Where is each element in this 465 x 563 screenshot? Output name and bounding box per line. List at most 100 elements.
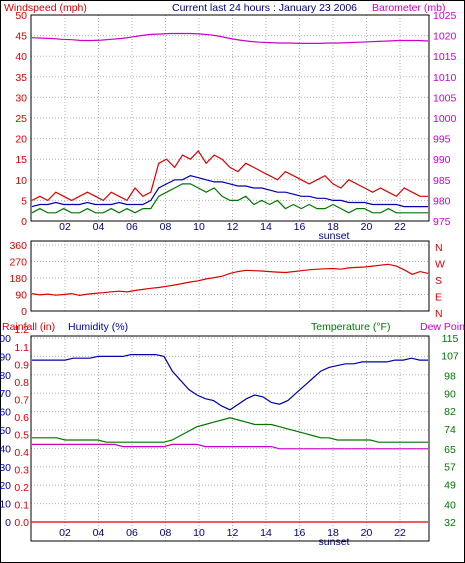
barometer-tick-label: 1000 — [433, 113, 457, 125]
humidity-axis-label: Humidity (%) — [68, 321, 128, 333]
rainfall-axis-label: Rainfall (in) — [2, 321, 55, 333]
direction-panel-series — [31, 263, 429, 297]
x-tick-label: 18 — [327, 221, 339, 233]
direction-panel-border — [30, 240, 430, 312]
x-tick-label: 14 — [260, 527, 272, 539]
temperature-tick-label: 115 — [442, 333, 459, 345]
x-tick-label: 08 — [160, 221, 172, 233]
humidity-tick-label: 30 — [0, 462, 11, 474]
wind-panel-border — [30, 14, 430, 222]
humidity-tick-label: 40 — [0, 443, 11, 455]
rainfall-tick-label: 0.0 — [14, 517, 29, 529]
windspeed-tick-label: 20 — [15, 134, 27, 146]
temperature-tick-label: 32 — [444, 517, 456, 529]
humidity-tick-label: 100 — [0, 333, 11, 345]
barometer-line — [31, 32, 429, 44]
rainfall-tick-label: 0.7 — [14, 394, 29, 406]
rainfall-tick-label: 0.8 — [14, 377, 29, 389]
chart-title: Current last 24 hours : January 23 2006 — [172, 2, 357, 14]
compass-label: N — [435, 242, 443, 254]
windspeed-tick-label: 5 — [21, 195, 27, 207]
gust-line — [31, 150, 428, 202]
rainfall-tick-label: 0.3 — [14, 464, 29, 476]
direction-tick-label: 90 — [15, 290, 27, 302]
humidity-tick-label: 90 — [0, 351, 11, 363]
x-tick-label: 04 — [93, 221, 105, 233]
x-tick-label: 06 — [126, 527, 138, 539]
barometer-tick-label: 1010 — [433, 72, 457, 84]
x-tick-label: 12 — [227, 527, 239, 539]
compass-label: E — [435, 292, 442, 304]
barometer-tick-label: 995 — [433, 134, 451, 146]
temperature-tick-label: 40 — [444, 499, 456, 511]
windspeed-tick-label: 0 — [21, 216, 27, 228]
direction-tick-label: 0 — [21, 306, 27, 318]
barometer-tick-label: 1025 — [433, 10, 457, 22]
climate-panel-axes: 0 10 20 30 40 50 60 70 80 90 100 0.0 0.1 0.2 0.3 0.4 0.5… — [0, 324, 459, 548]
barometer-tick-label: 990 — [433, 154, 451, 166]
rainfall-tick-label: 0.9 — [14, 359, 29, 371]
rainfall-tick-label: 1.2 — [14, 324, 29, 336]
x-tick-label: 22 — [394, 221, 406, 233]
temperature-tick-label: 74 — [444, 424, 456, 436]
barometer-tick-label: 1015 — [433, 51, 457, 63]
sunset-marker: sunset — [319, 536, 350, 548]
barometer-axis-label: Barometer (mb) — [372, 2, 446, 14]
temperature-tick-label: 98 — [444, 371, 456, 383]
x-tick-label: 22 — [394, 527, 406, 539]
humidity-tick-label: 80 — [0, 370, 11, 382]
temperature-tick-label: 82 — [444, 406, 456, 418]
rainfall-tick-label: 0.1 — [14, 499, 29, 511]
windspeed-tick-label: 50 — [15, 10, 27, 22]
barometer-tick-label: 980 — [433, 195, 451, 207]
compass-label: W — [435, 259, 445, 271]
speed-line — [31, 183, 428, 214]
direction-tick-label: 270 — [9, 257, 27, 269]
x-tick-label: 16 — [294, 527, 306, 539]
windspeed-tick-label: 15 — [15, 154, 27, 166]
temperature-tick-label: 57 — [444, 462, 456, 474]
temperature-axis-label: Temperature (°F) — [311, 321, 390, 333]
x-tick-label: 04 — [93, 527, 105, 539]
x-tick-label: 20 — [361, 221, 373, 233]
direction-tick-label: 360 — [9, 240, 27, 252]
rainfall-tick-label: 0.2 — [14, 482, 29, 494]
barometer-tick-label: 975 — [433, 216, 451, 228]
wind-panel-axes: 0510152025303540455097598098599099510001… — [15, 10, 456, 242]
humidity-line — [32, 354, 428, 411]
direction-tick-label: 180 — [9, 273, 27, 285]
rainfall-tick-label: 0.5 — [14, 429, 29, 441]
humidity-tick-label: 10 — [0, 499, 11, 511]
windspeed-tick-label: 45 — [15, 31, 27, 43]
barometer-tick-label: 1005 — [433, 92, 457, 104]
x-tick-label: 18 — [327, 527, 339, 539]
x-tick-label: 08 — [160, 527, 172, 539]
dewpoint-line — [32, 443, 428, 450]
x-tick-label: 14 — [260, 221, 272, 233]
temperature-tick-label: 49 — [444, 479, 456, 491]
windspeed-axis-label: Windspeed (mph) — [4, 2, 87, 14]
barometer-tick-label: 985 — [433, 175, 451, 187]
x-tick-label: 10 — [193, 221, 205, 233]
humidity-tick-label: 50 — [0, 425, 11, 437]
climate-panel-series — [32, 354, 428, 523]
temperature-tick-label: 90 — [444, 388, 456, 400]
climate-panel-border — [30, 335, 430, 542]
barometer-tick-label: 1020 — [433, 31, 457, 43]
x-tick-label: 06 — [126, 221, 138, 233]
windspeed-tick-label: 30 — [15, 92, 27, 104]
x-tick-label: 12 — [227, 221, 239, 233]
x-tick-label: 02 — [59, 221, 71, 233]
windspeed-tick-label: 40 — [15, 51, 27, 63]
x-tick-label: 20 — [361, 527, 373, 539]
direction-line — [31, 263, 429, 297]
temperature-tick-label: 107 — [441, 351, 459, 363]
rainfall-tick-label: 0.6 — [14, 412, 29, 424]
dewpoint-axis-label: Dew Point — [420, 321, 465, 333]
humidity-tick-label: 60 — [0, 407, 11, 419]
x-tick-label: 16 — [294, 221, 306, 233]
windspeed-tick-label: 25 — [15, 113, 27, 125]
compass-label: S — [435, 275, 442, 287]
